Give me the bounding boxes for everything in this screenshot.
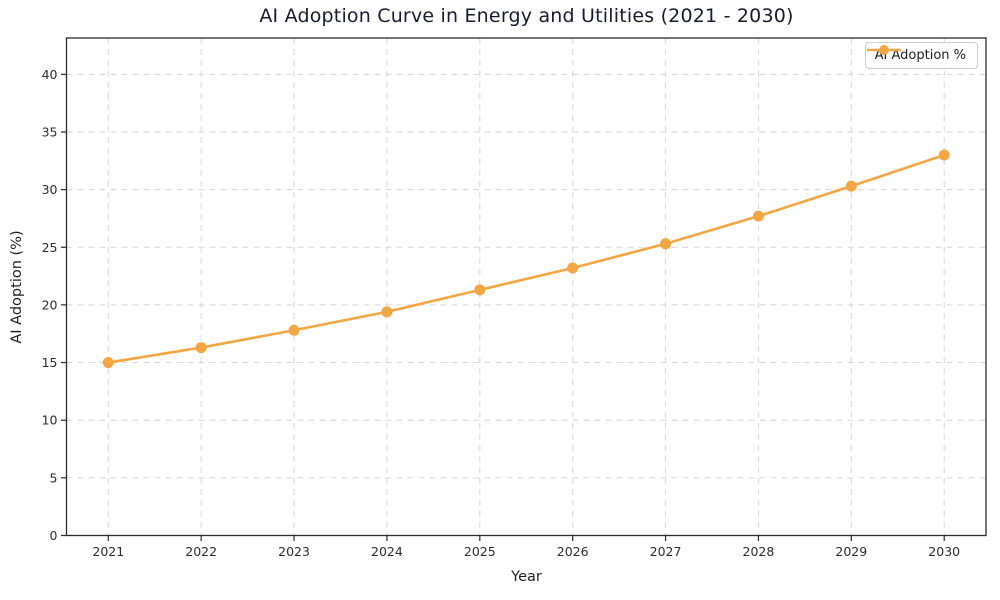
data-point-marker: [938, 149, 950, 161]
data-point-marker: [381, 306, 393, 318]
x-tick-label: 2027: [650, 544, 682, 559]
y-tick-label: 35: [42, 124, 58, 139]
x-tick-label: 2029: [835, 544, 867, 559]
data-point-marker: [752, 210, 764, 222]
x-tick-label: 2021: [92, 544, 124, 559]
data-point-marker: [102, 357, 114, 369]
y-axis-label: AI Adoption (%): [9, 230, 25, 344]
y-tick-label: 30: [42, 182, 58, 197]
y-tick-label: 25: [42, 240, 58, 255]
legend: AI Adoption %: [864, 42, 978, 69]
legend-line-marker-icon: [866, 45, 901, 55]
series-line: [106, 153, 946, 364]
y-tick-label: 0: [50, 528, 58, 543]
data-point-marker: [845, 180, 857, 192]
data-point-marker: [660, 238, 672, 250]
x-tick-label: 2022: [185, 544, 217, 559]
x-tick-label: 2024: [371, 544, 403, 559]
legend-marker: [878, 45, 889, 55]
x-tick-label: 2025: [464, 544, 496, 559]
legend-label: AI Adoption %: [874, 48, 966, 63]
y-tick-label: 5: [50, 470, 58, 485]
data-point-marker: [288, 324, 300, 336]
x-tick-label: 2030: [928, 544, 960, 559]
x-tick-label: 2026: [557, 544, 589, 559]
x-tick-label: 2023: [278, 544, 310, 559]
y-tick-label: 15: [42, 355, 58, 370]
data-point-marker: [474, 284, 486, 296]
x-tick-label: 2028: [743, 544, 775, 559]
y-tick-label: 10: [42, 413, 58, 428]
data-point-marker: [567, 262, 579, 274]
y-tick-label: 20: [42, 297, 58, 312]
chart-title: AI Adoption Curve in Energy and Utilitie…: [259, 5, 794, 27]
axes-spines: [65, 37, 987, 537]
y-tick-label: 40: [42, 67, 58, 82]
data-point-marker: [195, 342, 207, 354]
x-axis-label: Year: [511, 569, 542, 585]
